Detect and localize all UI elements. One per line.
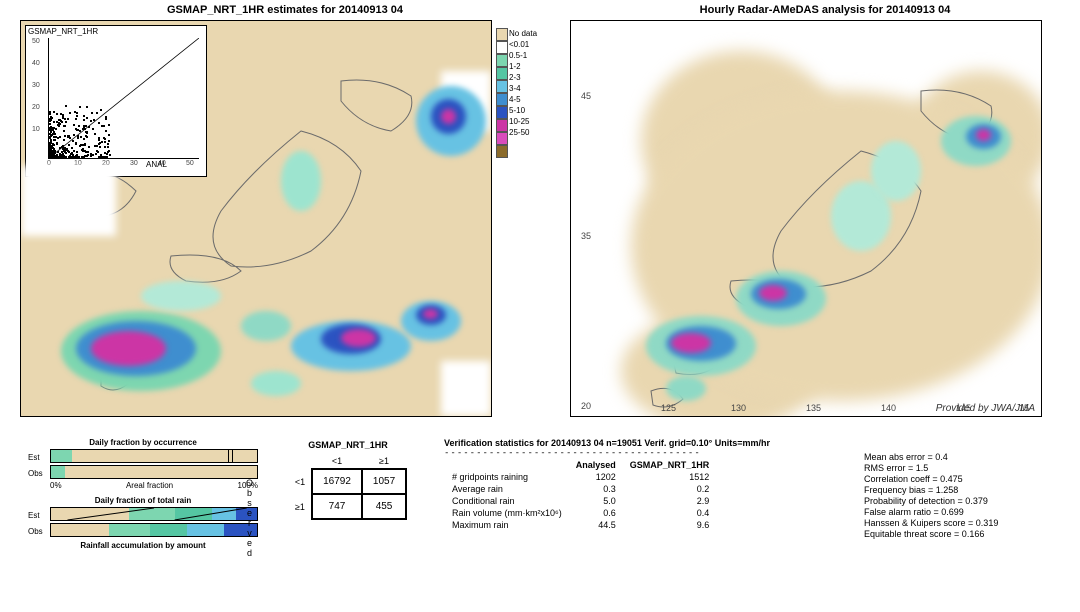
obs-track: [50, 465, 258, 479]
legend-item: 2-3: [509, 72, 537, 83]
stack-obs: [50, 523, 258, 537]
precip-region: [423, 309, 438, 319]
axis-label: 35: [581, 231, 591, 241]
stats-row: Average rain0.30.2: [446, 484, 715, 494]
row-lt1: <1: [289, 469, 312, 494]
col-lt1: <1: [312, 454, 362, 469]
legend-item: 4-5: [509, 94, 537, 105]
top-row: GSMAP_NRT_1HR estimates for 20140913 04 …: [0, 0, 1080, 430]
stats-row: # gridpoints raining12021512: [446, 472, 715, 482]
precip-region: [251, 371, 301, 396]
precip-region: [671, 333, 711, 353]
radar-frame: Provided by JWA/JMA 45352012513013514014…: [570, 20, 1042, 417]
gsmap-title: GSMAP_NRT_1HR estimates for 20140913 04: [0, 0, 570, 16]
obs-label: Obs: [28, 469, 50, 478]
legend-item: 3-4: [509, 83, 537, 94]
stack-est: [50, 507, 258, 521]
occurrence-title: Daily fraction by occurrence: [28, 438, 258, 447]
legend-item: No data: [509, 28, 537, 39]
metric-line: Frequency bias = 1.258: [864, 485, 1064, 495]
axis-label: 140: [881, 403, 896, 413]
metrics-panel: Mean abs error = 0.4RMS error = 1.5Corre…: [864, 438, 1064, 608]
precip-region: [341, 329, 376, 347]
cell-01: 1057: [362, 469, 406, 494]
coastline-svg-right: [571, 21, 1041, 416]
precip-region: [281, 151, 321, 211]
cell-00: 16792: [312, 469, 362, 494]
gsmap-frame: GSMAP_NRT_1HR 50 40 30 20 10 0 10 20 30 …: [20, 20, 492, 417]
stats-row: Rain volume (mm·km²x10⁶)0.60.4: [446, 508, 715, 518]
radar-panel: Hourly Radar-AMeDAS analysis for 2014091…: [570, 0, 1080, 430]
stats-table: Analysed GSMAP_NRT_1HR # gridpoints rain…: [444, 458, 717, 532]
axis-label: 125: [661, 403, 676, 413]
color-legend: No data<0.010.5-11-22-33-44-55-1010-2525…: [496, 28, 556, 158]
axis-label: 135: [806, 403, 821, 413]
cell-11: 455: [362, 494, 406, 519]
inset-title: GSMAP_NRT_1HR: [26, 26, 206, 37]
gsmap-panel: GSMAP_NRT_1HR estimates for 20140913 04 …: [0, 0, 570, 430]
legend-item: <0.01: [509, 39, 537, 50]
radar-title: Hourly Radar-AMeDAS analysis for 2014091…: [570, 0, 1080, 16]
precip-region: [871, 141, 921, 201]
axis-label: 130: [731, 403, 746, 413]
precip-region: [666, 376, 706, 401]
col-ge1: ≥1: [362, 454, 406, 469]
precip-region: [441, 109, 456, 124]
axis-label: 145: [956, 403, 971, 413]
inset-anal-label: ANAL: [146, 160, 167, 169]
observed-vlabel: Observed: [246, 478, 253, 558]
cell-10: 747: [312, 494, 362, 519]
stats-row: Maximum rain44.59.6: [446, 520, 715, 530]
row-ge1: ≥1: [289, 494, 312, 519]
stats-header: Verification statistics for 20140913 04 …: [444, 438, 864, 448]
legend-item: 0.5-1: [509, 50, 537, 61]
accum-caption: Rainfall accumulation by amount: [28, 541, 258, 550]
est-label: Est: [28, 453, 50, 462]
axis-label: 20: [581, 401, 591, 411]
est-track: [50, 449, 258, 463]
stats-panel: Verification statistics for 20140913 04 …: [438, 438, 864, 608]
legend-item: 5-10: [509, 105, 537, 116]
metric-line: RMS error = 1.5: [864, 463, 1064, 473]
stats-row: Conditional rain5.02.9: [446, 496, 715, 506]
obs-fill: [51, 466, 65, 478]
precip-region: [241, 311, 291, 341]
metric-line: Hanssen & Kuipers score = 0.319: [864, 518, 1064, 528]
legend-item: 10-25: [509, 116, 537, 127]
totalrain-title: Daily fraction of total rain: [28, 496, 258, 505]
metric-line: False alarm ratio = 0.699: [864, 507, 1064, 517]
metric-line: Correlation coeff = 0.475: [864, 474, 1064, 484]
precip-region: [91, 331, 166, 366]
legend-item: 25-50: [509, 127, 537, 138]
precip-region: [141, 281, 221, 311]
contingency-table: <1 ≥1 <1 16792 1057 ≥1 747 455: [289, 454, 407, 520]
inset-scatter-box: GSMAP_NRT_1HR 50 40 30 20 10 0 10 20 30 …: [25, 25, 207, 177]
contingency-title: GSMAP_NRT_1HR: [258, 440, 438, 450]
contingency-panel: Observed GSMAP_NRT_1HR <1 ≥1 <1 16792 10…: [258, 438, 438, 608]
axis-label: 15: [1019, 403, 1029, 413]
precip-region: [976, 129, 991, 141]
metric-line: Probability of detection = 0.379: [864, 496, 1064, 506]
axis-label: 45: [581, 91, 591, 101]
est-fill: [51, 450, 72, 462]
fraction-bars: Daily fraction by occurrence Est Obs 0% …: [0, 438, 258, 608]
metric-line: Mean abs error = 0.4: [864, 452, 1064, 462]
legend-item: 1-2: [509, 61, 537, 72]
precip-region: [759, 285, 787, 301]
inset-axes: [48, 38, 199, 159]
bottom-row: Daily fraction by occurrence Est Obs 0% …: [0, 438, 1080, 608]
metric-line: Equitable threat score = 0.166: [864, 529, 1064, 539]
